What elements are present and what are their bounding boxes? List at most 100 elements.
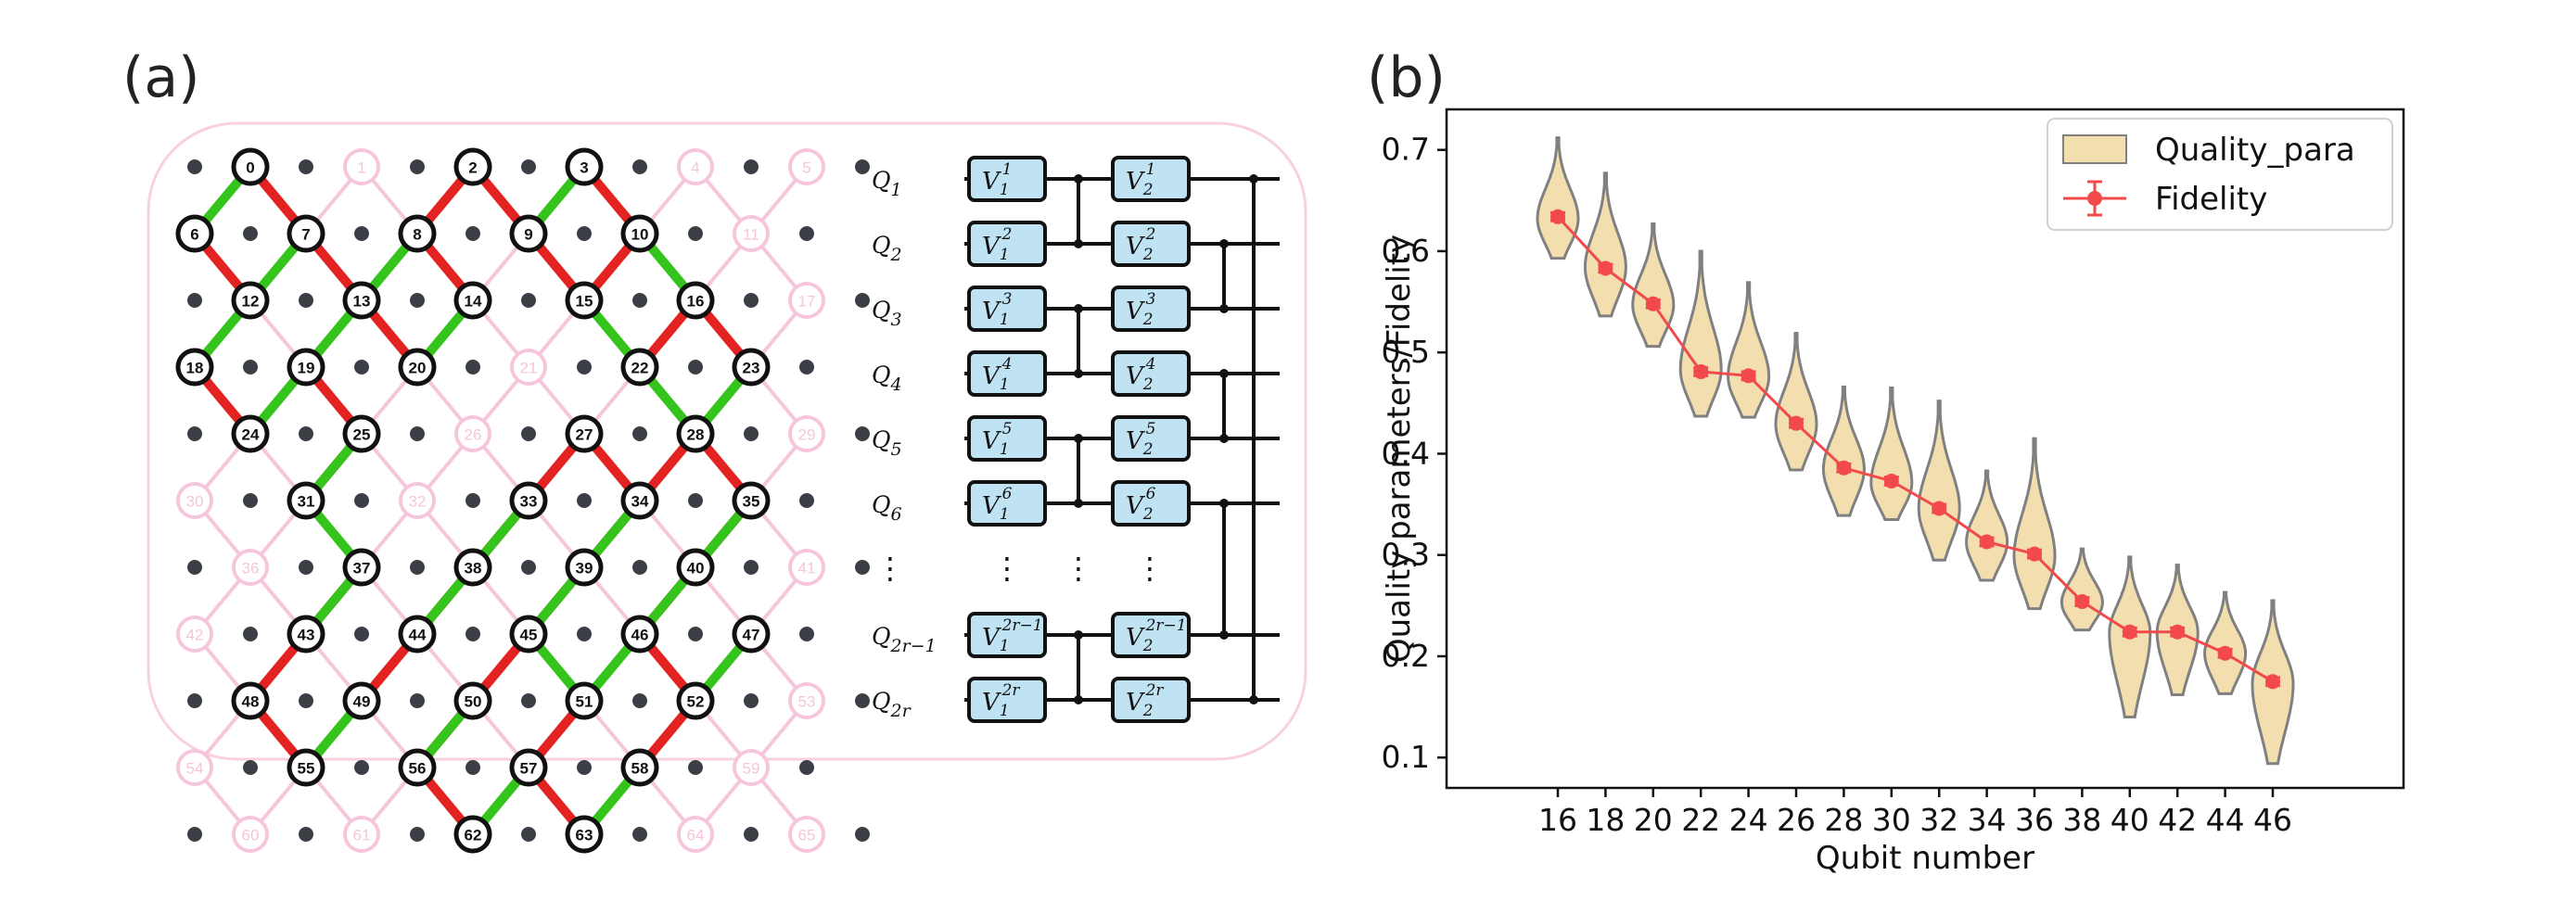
inactive-site-dot (577, 493, 592, 508)
qubit-number: 18 (186, 360, 204, 377)
qubit-number: 62 (465, 827, 482, 844)
fidelity-point-28 (1836, 460, 1852, 476)
qubit-number: 65 (798, 827, 816, 844)
fidelity-point-18 (1598, 260, 1613, 276)
qubit-inactive (176, 749, 213, 786)
control-dot (1219, 434, 1229, 443)
gate-v1 (967, 350, 1047, 397)
qubit-number: 64 (687, 827, 705, 844)
inactive-site-dot (243, 760, 258, 775)
qubit-number: 14 (465, 293, 482, 311)
legend-violin-swatch (2062, 134, 2127, 164)
inactive-site-dot (521, 560, 536, 575)
qubit-number: 34 (631, 493, 649, 511)
inactive-site-dot (187, 827, 202, 842)
fidelity-point-24 (1741, 368, 1756, 384)
qubit-active (620, 615, 659, 654)
gate-v2 (1111, 221, 1191, 267)
gate-v1 (967, 612, 1047, 658)
inactive-site-dot (744, 293, 759, 308)
qubit-active (676, 414, 715, 453)
x-tick-label: 44 (2206, 802, 2245, 838)
inactive-site-dot (187, 159, 202, 174)
inactive-site-dot (855, 560, 870, 575)
qubit-inactive (343, 816, 380, 853)
gate-v1 (967, 415, 1047, 462)
gate-v2 (1111, 480, 1191, 527)
qubit-number: 55 (298, 760, 315, 778)
ellipsis-dots: ⋮ (1135, 551, 1165, 586)
control-dot (1249, 695, 1258, 704)
x-tick-label: 40 (2111, 802, 2149, 838)
fidelity-point-42 (2170, 624, 2186, 640)
qubit-number: 11 (743, 226, 759, 244)
inactive-site-dot (577, 226, 592, 241)
legend-fidelity-marker (2087, 191, 2102, 206)
qubit-number: 41 (798, 560, 816, 577)
inactive-site-dot (632, 293, 647, 308)
qubit-inactive (176, 482, 213, 519)
x-tick-label: 22 (1681, 802, 1720, 838)
fidelity-point-16 (1550, 209, 1565, 224)
y-tick-label: 0.7 (1382, 132, 1430, 168)
inactive-site-dot (465, 760, 480, 775)
qubit-inactive (176, 615, 213, 653)
gate-v1 (967, 286, 1047, 332)
inactive-site-dot (521, 426, 536, 441)
inactive-site-dot (243, 493, 258, 508)
qubit-active (231, 281, 270, 320)
qubit-number: 49 (353, 693, 371, 711)
control-dot (1219, 369, 1229, 378)
control-dot (1219, 499, 1229, 508)
qubit-number: 37 (353, 560, 371, 577)
inactive-site-dot (799, 360, 814, 374)
qubit-number: 50 (465, 693, 482, 711)
qubit-active (453, 548, 492, 587)
qubit-active (509, 214, 548, 253)
gate-v1 (967, 156, 1047, 202)
inactive-site-dot (410, 827, 425, 842)
qubit-active (398, 615, 437, 654)
control-dot (1074, 174, 1083, 184)
qubit-inactive (343, 148, 380, 185)
qubit-number: 44 (409, 627, 427, 644)
violin-44 (2203, 590, 2248, 695)
qubit-number: 31 (298, 493, 315, 511)
qubit-active (175, 348, 214, 387)
qubit-number: 28 (687, 426, 705, 444)
qubit-number: 56 (409, 760, 427, 778)
qubit-active (620, 214, 659, 253)
qubit-number: 39 (576, 560, 593, 577)
inactive-site-dot (855, 827, 870, 842)
fidelity-point-44 (2217, 645, 2233, 661)
inactive-site-dot (744, 693, 759, 708)
y-tick-label: 0.1 (1382, 739, 1430, 775)
qubit-number: 27 (576, 426, 593, 444)
violin-34 (1965, 469, 2009, 582)
legend-label-quality: Quality_para (2155, 132, 2355, 169)
qubit-active (287, 214, 325, 253)
qubit-active (565, 147, 604, 186)
qubit-number: 7 (301, 226, 310, 244)
ellipsis-dots: ⋮ (992, 551, 1022, 586)
qubit-number: 42 (186, 627, 204, 644)
qubit-active (620, 748, 659, 787)
inactive-site-dot (577, 360, 592, 374)
inactive-site-dot (521, 693, 536, 708)
gate-v2 (1111, 286, 1191, 332)
gate-v2 (1111, 415, 1191, 462)
fidelity-point-32 (1932, 501, 1947, 516)
qubit-number: 0 (246, 159, 254, 177)
qubit-number: 25 (353, 426, 371, 444)
qubit-active (342, 681, 381, 720)
inactive-site-dot (465, 493, 480, 508)
qubit-inactive (788, 148, 825, 185)
inactive-site-dot (299, 426, 313, 441)
qubit-number: 47 (743, 627, 760, 644)
qubit-active (732, 615, 771, 654)
inactive-site-dot (410, 693, 425, 708)
qubit-number: 17 (798, 293, 816, 311)
inactive-site-dot (855, 693, 870, 708)
control-dot (1219, 239, 1229, 248)
qubit-active (620, 481, 659, 520)
